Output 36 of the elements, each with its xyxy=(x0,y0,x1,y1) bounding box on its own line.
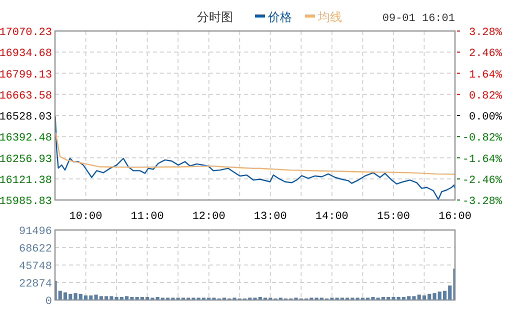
y2-tick-label: 2.46% xyxy=(468,48,502,60)
y-tick-label: 16256.93 xyxy=(0,154,52,166)
y-tick-label: 16799.13 xyxy=(0,69,52,82)
y2-tick-label: 1.64% xyxy=(468,69,502,82)
y2-tick-label: -3.28% xyxy=(462,196,502,208)
x-tick-label: 11:00 xyxy=(130,211,164,223)
y-tick-label: 16934.68 xyxy=(0,48,52,60)
x-tick-label: 12:00 xyxy=(192,211,226,223)
y-tick-label: 15985.83 xyxy=(0,196,52,208)
y-tick-label: 16663.58 xyxy=(0,90,52,102)
y2-tick-label: 0.82% xyxy=(468,90,502,102)
text: 09-01 16:01 xyxy=(382,13,456,25)
x-tick-label: 15:00 xyxy=(376,211,410,223)
y2-tick-label: 0.00% xyxy=(468,112,502,124)
line-series xyxy=(55,132,456,175)
y-tick-label: 22874 xyxy=(18,278,52,290)
y-tick-label: 16528.03 xyxy=(0,112,52,124)
y2-tick-label: -0.82% xyxy=(462,132,502,145)
y-tick-label: 0 xyxy=(45,296,52,308)
y-tick-label: 45748 xyxy=(18,261,52,273)
line-series xyxy=(54,116,456,200)
y-tick-label: 16392.48 xyxy=(0,132,52,145)
chart-title: 分时图 xyxy=(197,11,233,25)
y2-tick-label: 3.28% xyxy=(468,27,502,39)
x-tick-label: 14:00 xyxy=(315,211,348,223)
y-tick-label: 17070.23 xyxy=(0,27,52,39)
x-tick-label: 13:00 xyxy=(254,211,287,223)
x-tick-label: 16:00 xyxy=(438,211,472,223)
legend-label: 价格 xyxy=(267,11,292,25)
y-tick-label: 68622 xyxy=(18,244,52,256)
legend-label: 均线 xyxy=(317,11,342,25)
y-tick-label: 16121.38 xyxy=(0,174,52,187)
x-tick-label: 10:00 xyxy=(69,211,102,223)
y2-tick-label: -1.64% xyxy=(462,154,502,166)
y-tick-label: 91496 xyxy=(18,226,52,238)
y2-tick-label: -2.46% xyxy=(462,174,502,187)
